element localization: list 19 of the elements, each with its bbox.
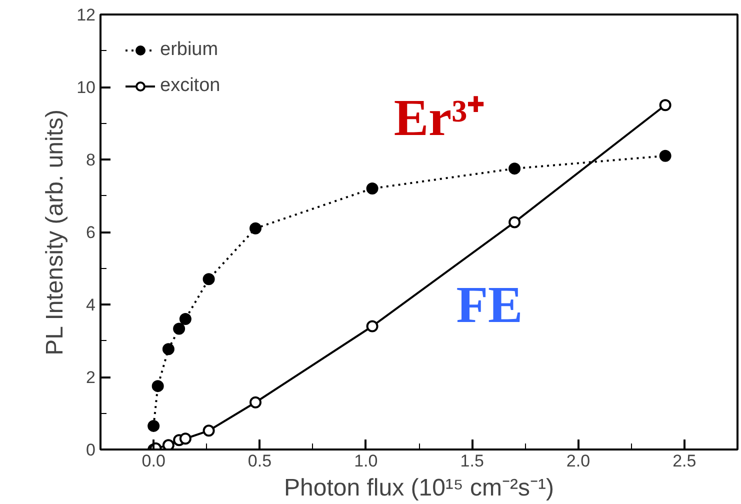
x-tick-label: 1.0: [354, 452, 378, 470]
annotation: FE: [456, 277, 523, 334]
y-tick-label: 2: [86, 368, 96, 387]
annotation: Er³⁺: [394, 90, 486, 147]
x-tick-label: 0.0: [142, 452, 166, 470]
y-tick-label: 4: [86, 296, 96, 314]
x-tick-label: 1.5: [460, 452, 484, 470]
y-tick-label: 6: [86, 223, 96, 242]
legend-label: exciton: [160, 75, 220, 97]
x-tick-label: 2.0: [566, 452, 590, 470]
y-tick-label: 10: [76, 78, 96, 97]
y-axis-title: PL Intensity (arb. units): [42, 109, 69, 356]
y-tick-label: 0: [86, 440, 96, 460]
x-tick-label: 0.5: [248, 452, 272, 470]
x-tick-label: 2.5: [672, 452, 696, 470]
x-axis-title: Photon flux (10¹⁵ cm⁻²s⁻¹): [284, 474, 554, 502]
legend-label: erbium: [160, 39, 218, 61]
y-tick-label: 12: [76, 6, 96, 24]
y-tick-label: 8: [86, 150, 96, 170]
